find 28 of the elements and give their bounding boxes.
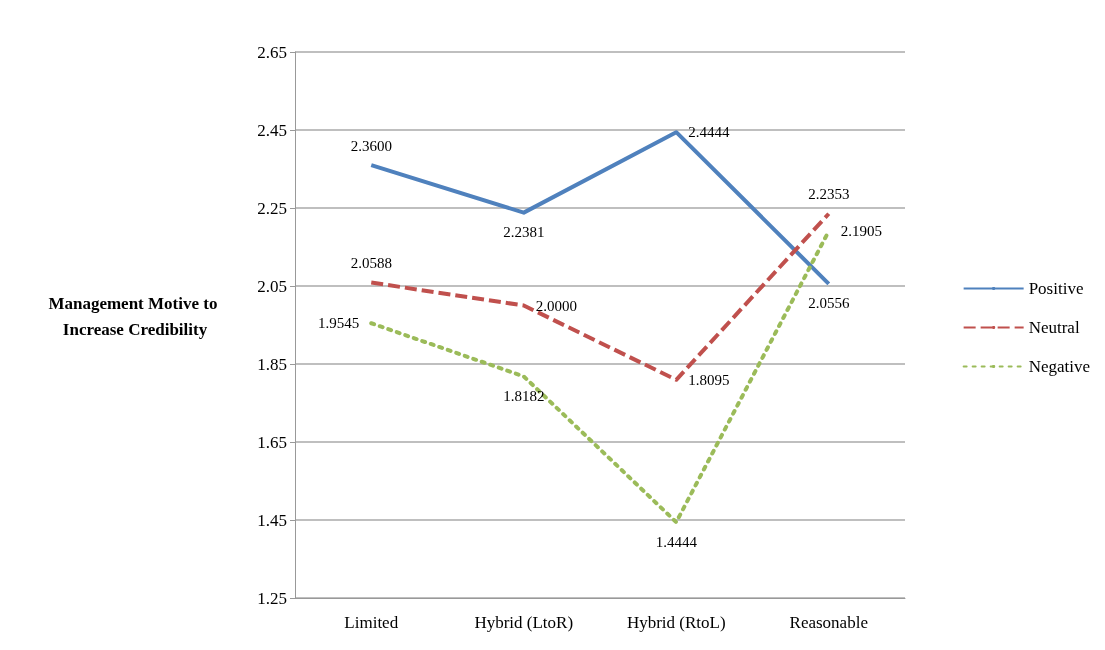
y-axis-title: Management Motive to Increase Credibility <box>48 293 222 339</box>
legend-label: Negative <box>1028 357 1090 376</box>
data-label: 2.3600 <box>350 137 392 154</box>
data-label: 2.4444 <box>688 124 730 141</box>
data-label: 1.9545 <box>318 315 360 332</box>
y-tick-label: 2.45 <box>257 120 287 140</box>
x-tick-label: Reasonable <box>789 613 868 632</box>
y-tick-label: 1.85 <box>257 354 287 374</box>
data-label: 2.2381 <box>503 224 545 241</box>
x-tick-label: Hybrid (RtoL) <box>626 613 726 632</box>
data-label: 1.8182 <box>503 387 545 404</box>
data-label: 2.1905 <box>840 223 882 240</box>
y-tick-label: 1.25 <box>257 588 287 608</box>
data-label: 2.0556 <box>808 295 850 312</box>
data-label: 2.0000 <box>535 297 577 314</box>
y-tick-label: 2.05 <box>257 276 287 296</box>
legend-label: Positive <box>1028 279 1084 298</box>
data-label: 2.0588 <box>350 255 392 272</box>
x-tick-label: Limited <box>344 613 399 632</box>
y-tick-label: 2.25 <box>257 198 287 218</box>
data-label: 2.2353 <box>808 186 850 203</box>
x-tick-label: Hybrid (LtoR) <box>474 613 574 632</box>
y-tick-label: 1.45 <box>257 510 287 530</box>
legend-label: Neutral <box>1028 318 1080 337</box>
data-label: 1.4444 <box>655 533 698 550</box>
y-tick-label: 1.65 <box>257 432 287 452</box>
data-label: 1.8095 <box>688 371 730 388</box>
y-tick-label: 2.65 <box>257 42 287 62</box>
